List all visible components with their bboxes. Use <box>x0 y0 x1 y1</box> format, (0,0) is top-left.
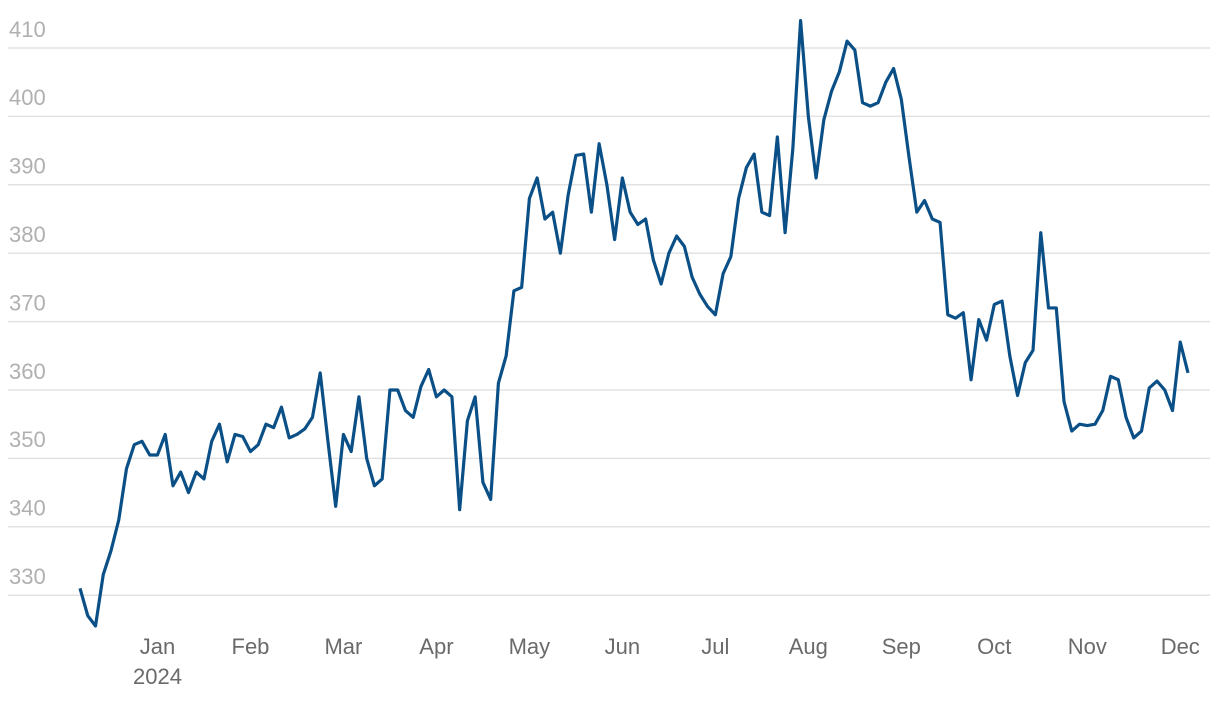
y-tick-label: 340 <box>9 496 46 521</box>
line <box>78 19 1190 628</box>
y-tick-label: 380 <box>9 222 46 247</box>
y-tick-label: 400 <box>9 85 46 110</box>
x-tick-label: Apr <box>419 634 453 659</box>
x-tick-label: Feb <box>232 634 270 659</box>
x-tick-label: Dec <box>1161 634 1200 659</box>
x-tick-label: May <box>509 634 551 659</box>
y-tick-label: 360 <box>9 359 46 384</box>
x-tick-label: Jan <box>140 634 175 659</box>
y-tick-label: 410 <box>9 17 46 42</box>
x-tick-label: Mar <box>324 634 362 659</box>
x-tick-label: Oct <box>977 634 1011 659</box>
x-tick-label: Nov <box>1068 634 1107 659</box>
y-tick-label: 370 <box>9 290 46 315</box>
y-tick-label: 330 <box>9 564 46 589</box>
x-tick-label: Aug <box>789 634 828 659</box>
x-tick-label: Jun <box>605 634 640 659</box>
y-tick-label: 390 <box>9 154 46 179</box>
x-tick-label: Jul <box>701 634 729 659</box>
x-tick-label: Sep <box>882 634 921 659</box>
x-sublabel: 2024 <box>133 664 182 689</box>
y-tick-label: 350 <box>9 427 46 452</box>
